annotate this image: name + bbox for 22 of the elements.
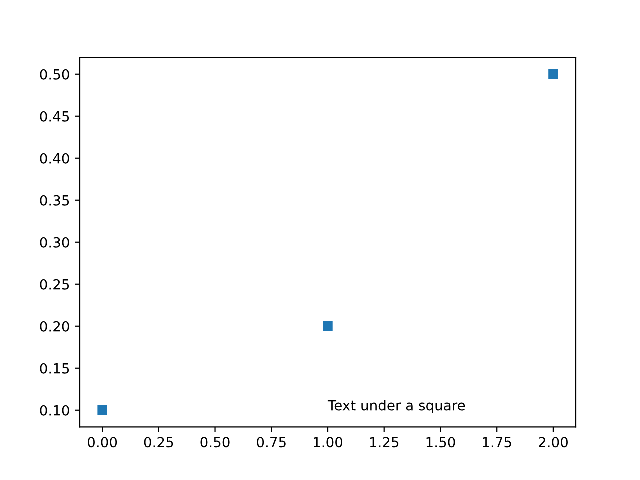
y-tick-label: 0.30: [40, 237, 70, 248]
x-tick-label: 1.75: [483, 437, 512, 448]
y-tick-label: 0.25: [40, 279, 70, 290]
y-tick-label: 0.10: [40, 405, 70, 416]
y-tick-label: 0.50: [40, 69, 70, 80]
x-tick-label: 1.50: [426, 437, 456, 448]
point: [323, 322, 333, 332]
y-tick-label: 0.20: [40, 321, 70, 332]
x-tick-label: 1.00: [314, 437, 343, 448]
x-tick-label: 0.75: [257, 437, 286, 448]
x-tick-label: 2.00: [539, 437, 568, 448]
y-tick-label: 0.15: [40, 363, 70, 374]
x-tick-label: 0.25: [144, 437, 174, 448]
point: [548, 70, 558, 80]
y-tick-label: 0.40: [40, 153, 70, 164]
annotation: Text under a square: [328, 400, 466, 414]
x-tick-label: 1.25: [370, 437, 399, 448]
point: [98, 406, 108, 416]
x-tick-label: 0.00: [88, 437, 118, 448]
x-tick-label: 0.50: [200, 437, 230, 448]
y-tick-label: 0.35: [40, 195, 70, 206]
y-tick-label: 0.45: [40, 111, 70, 122]
